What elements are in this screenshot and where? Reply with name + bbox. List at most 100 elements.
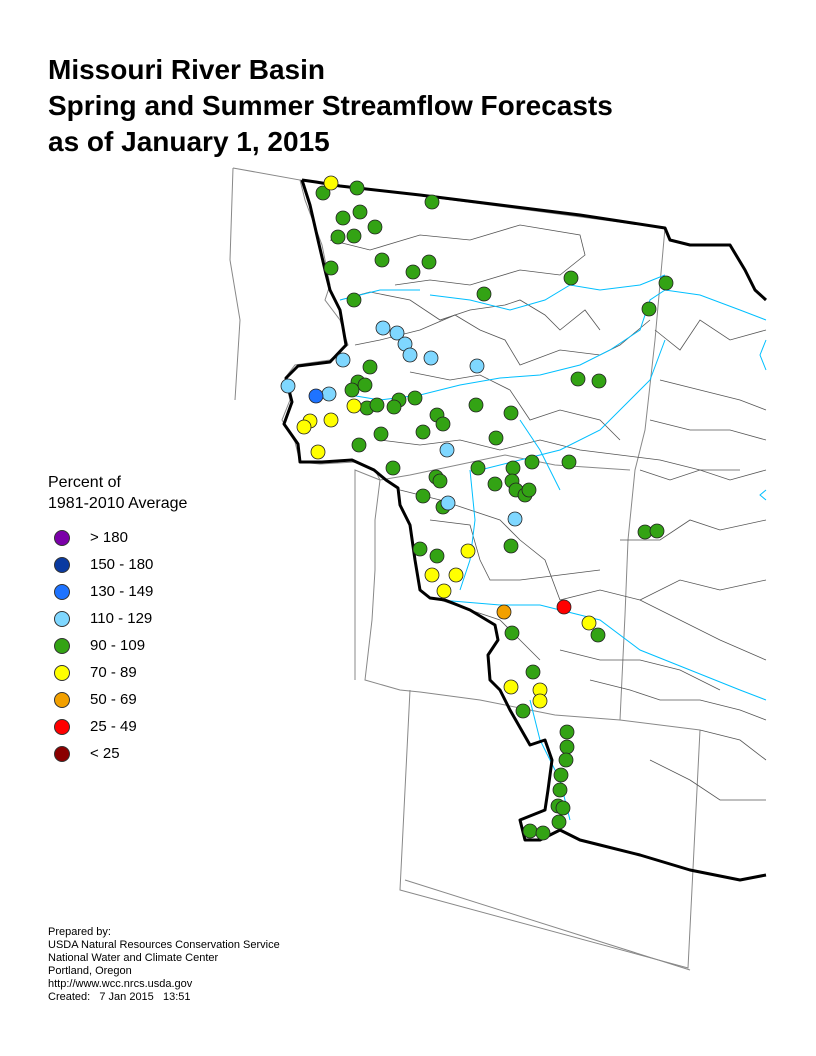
station-marker-green bbox=[524, 454, 540, 470]
station-marker-green bbox=[488, 430, 504, 446]
legend-label: 150 - 180 bbox=[90, 556, 154, 573]
station-marker-green bbox=[407, 390, 423, 406]
station-marker-green bbox=[535, 825, 551, 841]
station-marker-green bbox=[559, 724, 575, 740]
station-marker-green bbox=[385, 460, 401, 476]
legend-item: < 25 bbox=[48, 740, 187, 767]
station-marker-green bbox=[503, 405, 519, 421]
credits-line: USDA Natural Resources Conservation Serv… bbox=[48, 939, 280, 951]
station-marker-green bbox=[551, 814, 567, 830]
subbasin-line bbox=[649, 419, 767, 441]
station-marker-green bbox=[432, 473, 448, 489]
station-marker-yellow bbox=[310, 444, 326, 460]
station-marker-lightblue bbox=[389, 325, 405, 341]
station-marker-lightblue bbox=[439, 442, 455, 458]
station-marker-green bbox=[590, 627, 606, 643]
river-tributary bbox=[439, 599, 767, 701]
subbasin-line bbox=[429, 519, 601, 581]
station-marker-blue bbox=[308, 388, 324, 404]
station-marker-green bbox=[357, 377, 373, 393]
station-marker-green bbox=[641, 301, 657, 317]
station-marker-yellow bbox=[436, 583, 452, 599]
station-marker-green bbox=[373, 426, 389, 442]
river-tributary bbox=[519, 419, 561, 491]
station-marker-green bbox=[335, 210, 351, 226]
station-marker-green bbox=[323, 260, 339, 276]
legend-swatch bbox=[54, 637, 70, 654]
subbasin-line bbox=[559, 649, 721, 691]
station-marker-yellow bbox=[448, 567, 464, 583]
station-marker-green bbox=[352, 204, 368, 220]
station-marker-green bbox=[522, 823, 538, 839]
station-marker-lightblue bbox=[440, 495, 456, 511]
river-yellowstone bbox=[479, 339, 666, 471]
station-marker-green bbox=[525, 664, 541, 680]
legend-item: 130 - 149 bbox=[48, 578, 187, 605]
station-marker-green bbox=[515, 703, 531, 719]
forecast-stations bbox=[280, 175, 674, 841]
title-line-1: Missouri River Basin bbox=[48, 54, 325, 85]
basin-boundary bbox=[282, 178, 768, 882]
station-marker-green bbox=[553, 767, 569, 783]
subbasin-line bbox=[379, 439, 740, 471]
legend-item: > 180 bbox=[48, 524, 187, 551]
legend-item: 70 - 89 bbox=[48, 659, 187, 686]
station-marker-yellow bbox=[532, 693, 548, 709]
state-border-line-a bbox=[229, 167, 241, 401]
station-marker-green bbox=[563, 270, 579, 286]
station-marker-lightblue bbox=[423, 350, 439, 366]
station-marker-green bbox=[552, 782, 568, 798]
subbasin-line bbox=[329, 224, 586, 286]
station-marker-lightblue bbox=[507, 511, 523, 527]
station-marker-green bbox=[649, 523, 665, 539]
legend-label: 25 - 49 bbox=[90, 718, 137, 735]
basin-outline bbox=[282, 179, 767, 882]
state-boundaries bbox=[229, 167, 701, 971]
station-marker-green bbox=[315, 185, 331, 201]
station-marker-yellow bbox=[323, 412, 339, 428]
subbasin-line bbox=[639, 469, 767, 481]
station-marker-lightblue bbox=[402, 347, 418, 363]
river-tributary bbox=[759, 339, 767, 371]
subbasin-line bbox=[620, 519, 767, 541]
legend-swatch bbox=[54, 664, 70, 681]
legend-title: Percent of 1981-2010 Average bbox=[48, 472, 187, 514]
station-marker-yellow bbox=[581, 615, 597, 631]
station-marker-green bbox=[504, 625, 520, 641]
title-line-2: Spring and Summer Streamflow Forecasts bbox=[48, 90, 613, 121]
legend-swatch bbox=[54, 583, 70, 600]
station-marker-yellow bbox=[296, 419, 312, 435]
station-marker-green bbox=[476, 286, 492, 302]
legend: Percent of 1981-2010 Average > 180 150 - … bbox=[48, 472, 187, 767]
station-marker-green bbox=[346, 292, 362, 308]
state-border-nd bbox=[619, 227, 666, 721]
subbasin-line bbox=[589, 679, 767, 721]
legend-swatch bbox=[54, 556, 70, 573]
legend-item: 110 - 129 bbox=[48, 605, 187, 632]
rivers bbox=[339, 274, 767, 821]
station-marker-green bbox=[435, 416, 451, 432]
station-marker-green bbox=[421, 254, 437, 270]
legend-title-line-2: 1981-2010 Average bbox=[48, 495, 188, 512]
station-marker-green bbox=[369, 397, 385, 413]
station-marker-lightblue bbox=[321, 386, 337, 402]
legend-label: > 180 bbox=[90, 529, 128, 546]
station-marker-green bbox=[470, 460, 486, 476]
station-marker-green bbox=[570, 371, 586, 387]
state-border-idaho-wy bbox=[354, 469, 381, 680]
station-marker-lightblue bbox=[469, 358, 485, 374]
legend-item: 150 - 180 bbox=[48, 551, 187, 578]
station-marker-green bbox=[415, 424, 431, 440]
station-marker-green bbox=[330, 229, 346, 245]
station-marker-green bbox=[424, 194, 440, 210]
basin-outline bbox=[301, 178, 768, 302]
subbasin-line bbox=[659, 379, 767, 411]
credits: Prepared by: USDA Natural Resources Cons… bbox=[48, 926, 280, 1004]
station-marker-orange bbox=[496, 604, 512, 620]
sub-basins bbox=[329, 224, 767, 801]
station-marker-green bbox=[415, 488, 431, 504]
station-marker-lightblue bbox=[375, 320, 391, 336]
river-tributary bbox=[529, 699, 571, 821]
station-marker-yellow bbox=[503, 679, 519, 695]
credits-line: National Water and Climate Center bbox=[48, 952, 219, 964]
